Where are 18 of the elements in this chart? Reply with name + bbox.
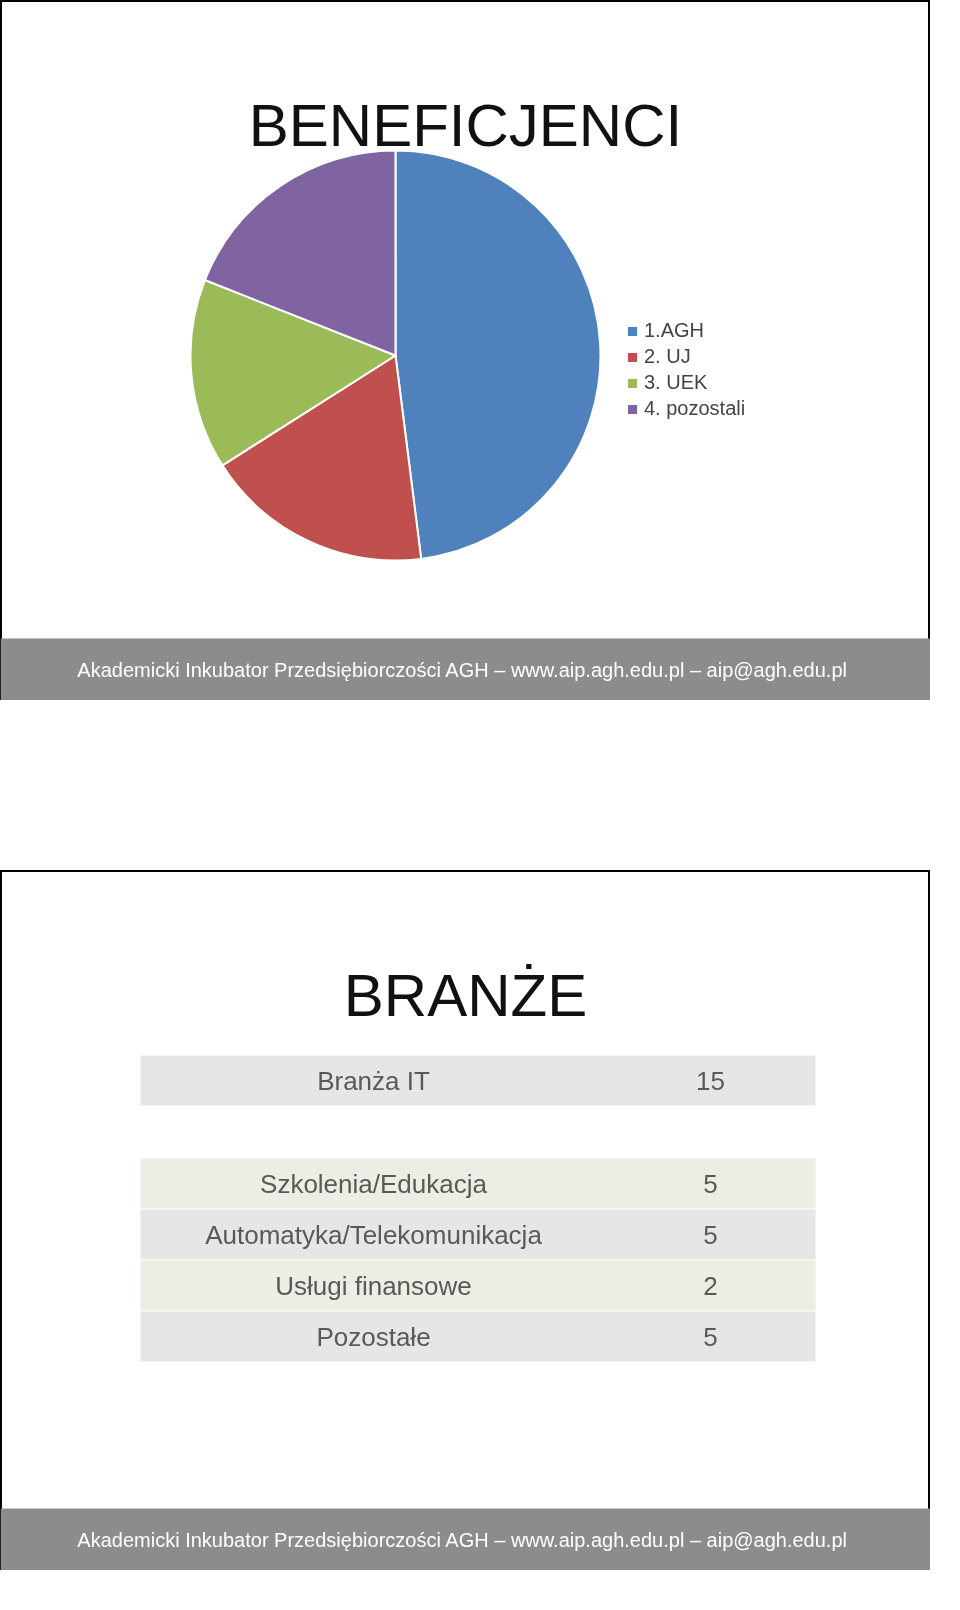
data-label: 2 xyxy=(703,1270,718,1301)
category-label: Automatyka/Telekomunikacja xyxy=(205,1219,543,1250)
category-label: Szkolenia/Edukacja xyxy=(260,1168,488,1199)
text: Akademicki Inkubator Przedsiębiorczości AGH – www.aip.agh.edu.pl – aip@agh.edu.pl xyxy=(77,1528,847,1551)
text: BRANŻE xyxy=(343,962,588,1029)
data-label: 5 xyxy=(703,1321,718,1352)
legend-label: 1.AGH xyxy=(644,319,705,342)
legend-label: 4. pozostali xyxy=(644,397,746,420)
category-label: Pozostałe xyxy=(316,1321,431,1352)
category-label: Usługi finansowe xyxy=(275,1270,472,1301)
data-label: 5 xyxy=(703,1168,718,1199)
category-label: Branża IT xyxy=(317,1065,430,1096)
legend-label: 2. UJ xyxy=(644,345,691,368)
legend-label: 3. UEK xyxy=(644,371,708,394)
data-label: 15 xyxy=(696,1065,725,1096)
data-label: 5 xyxy=(703,1219,718,1250)
chart-title: BENEFICJENCI xyxy=(248,92,683,159)
text: Akademicki Inkubator Przedsiębiorczości AGH – www.aip.agh.edu.pl – aip@agh.edu.pl xyxy=(77,658,847,681)
